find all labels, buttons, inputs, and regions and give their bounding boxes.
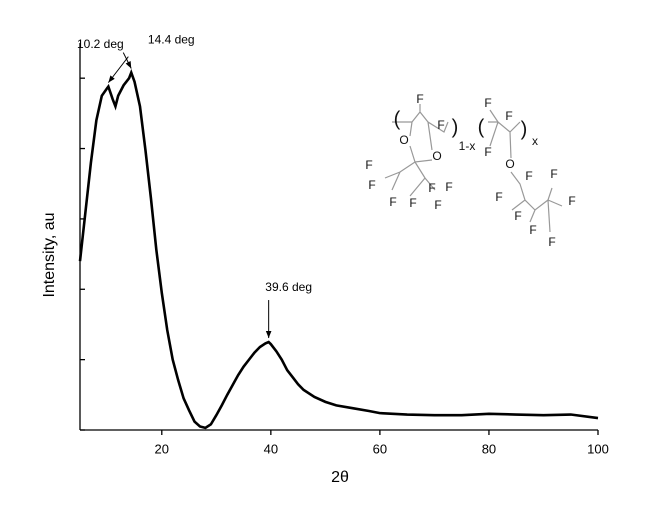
y-axis-label: Intensity, au [41,212,58,297]
annotation: 39.6 deg [265,280,312,294]
structure-label: O [505,157,514,171]
structure-label: 1-x [459,139,476,153]
structure-label: F [484,145,491,159]
structure-label: F [445,180,452,194]
structure-label: F [529,223,536,237]
structure-label: ) [521,118,528,140]
structure-label: F [514,209,521,223]
structure-label: F [484,96,491,110]
structure-label: ) [452,116,459,138]
x-tick-label: 40 [264,441,278,456]
structure-label: F [568,194,575,208]
structure-label: F [365,158,372,172]
annotation: 10.2 deg [77,37,124,51]
x-tick-label: 80 [482,441,496,456]
structure-label: F [416,92,423,106]
structure-label: O [432,149,441,163]
structure-label: F [437,118,444,132]
structure-label: O [399,133,408,147]
annotation: 14.4 deg [148,33,195,47]
structure-label: F [389,195,396,209]
structure-label: F [495,190,502,204]
structure-label: F [428,181,435,195]
x-axis-label: 2θ [331,469,349,486]
structure-label: F [505,109,512,123]
structure [384,104,563,233]
structure-label: F [548,235,555,249]
annotation-arrow [122,52,132,69]
structure-label: ( [394,108,401,130]
data-line [78,68,599,430]
structure-label: F [368,178,375,192]
structure-label: F [434,198,441,212]
structure-label: F [409,196,416,210]
x-tick-label: 60 [373,441,387,456]
structure-label: x [532,134,538,148]
annotation-arrow [107,56,129,83]
structure-label: F [525,169,532,183]
structure-label: F [550,167,557,181]
x-tick-label: 100 [587,441,609,456]
structure-label: ( [478,116,485,138]
x-tick-label: 20 [155,441,169,456]
